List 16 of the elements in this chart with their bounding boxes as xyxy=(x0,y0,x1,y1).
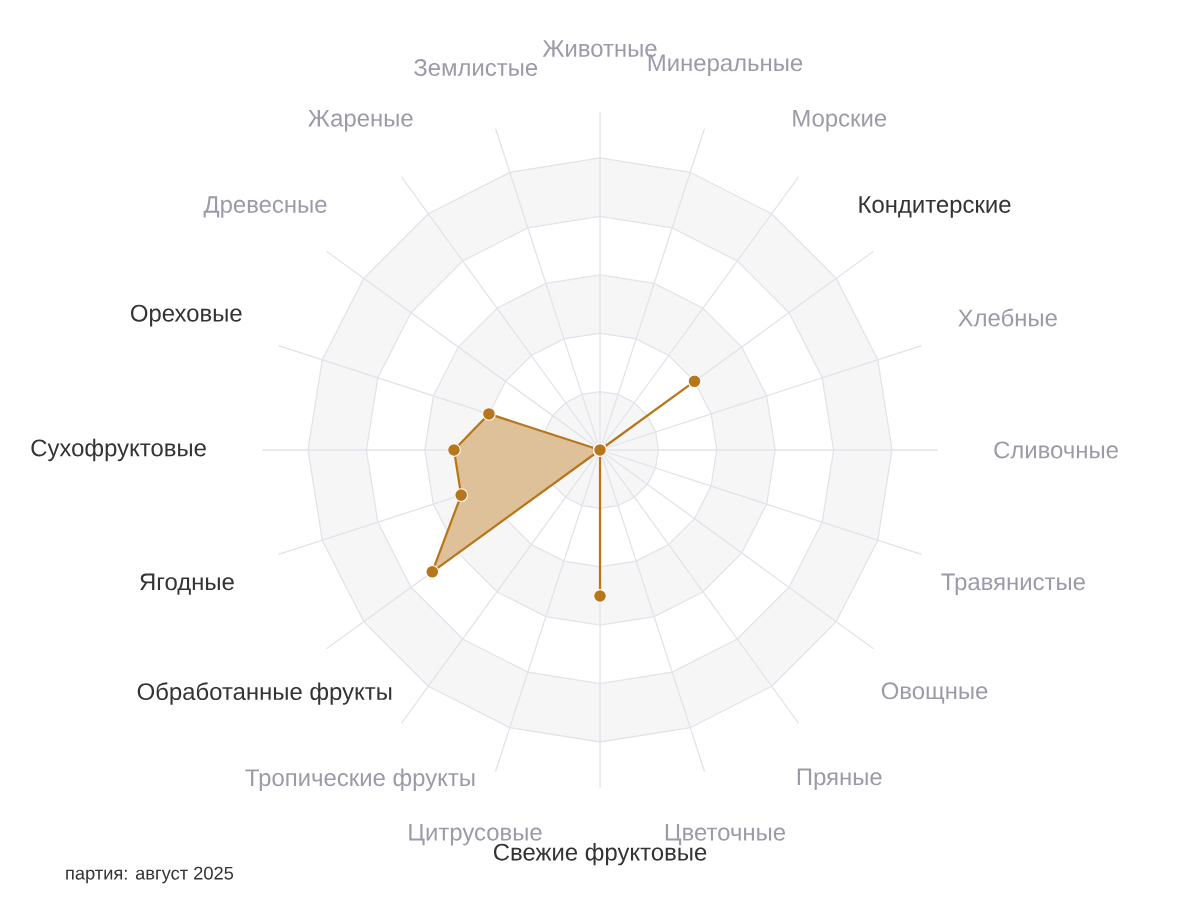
spoke-label: Овощные xyxy=(881,682,988,704)
spoke-label: Жареные xyxy=(308,109,413,132)
spoke-label: Травянистые xyxy=(941,573,1085,596)
text: партия: август 2025 xyxy=(66,866,234,884)
spoke-label: Кондитерские xyxy=(859,196,1011,218)
spoke-label: Пряные xyxy=(797,768,882,791)
spoke-label: Хлебные xyxy=(958,308,1057,327)
spoke-label: Древесные xyxy=(203,196,327,218)
spoke-label: Ягодные xyxy=(140,573,234,595)
spoke-label: Ореховые xyxy=(130,304,242,327)
spoke-label: Морские xyxy=(793,109,887,132)
spoke-label: Тропические фрукты xyxy=(245,768,475,791)
spoke-label: Сухофруктовые xyxy=(31,438,206,462)
spoke-label: Обработанные фрукты xyxy=(137,682,392,705)
spoke-label: Землистые xyxy=(414,59,538,76)
spoke-label: Сливочные xyxy=(994,441,1118,459)
